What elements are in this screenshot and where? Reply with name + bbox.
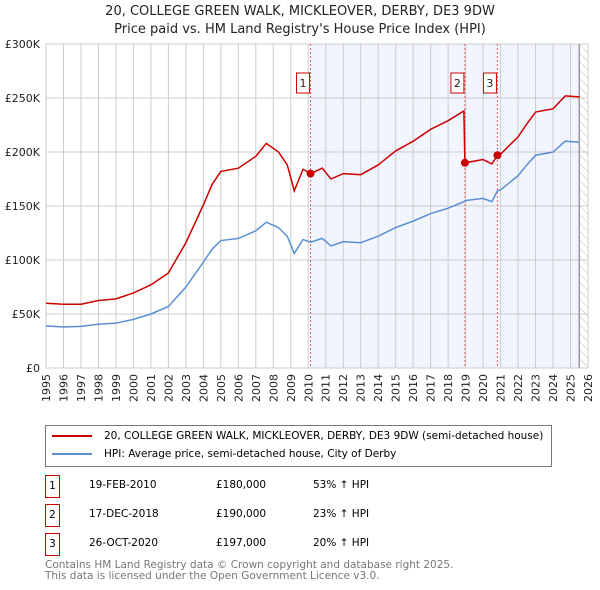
x-tick-label: 2011 (320, 374, 333, 402)
x-tick-label: 2003 (180, 374, 193, 402)
x-tick-label: 2002 (162, 374, 175, 402)
sale-marker-box (296, 72, 311, 94)
y-tick-label: £300K (5, 38, 41, 51)
y-tick-label: £0 (26, 362, 40, 375)
legend-label-property: 20, COLLEGE GREEN WALK, MICKLEOVER, DERB… (104, 430, 544, 442)
sale-price: £180,000 (216, 479, 267, 491)
sale-hpi: 20% ↑ HPI (313, 537, 370, 549)
x-tick-label: 2006 (232, 374, 245, 402)
sale-marker-label: 1 (45, 475, 60, 498)
x-tick-label: 2025 (565, 374, 578, 402)
x-tick-label: 2007 (250, 374, 263, 402)
sale-date: 17-DEC-2018 (89, 508, 159, 520)
sale-hpi: 23% ↑ HPI (313, 508, 370, 520)
x-tick-label: 1996 (57, 374, 70, 402)
x-tick-label: 2018 (442, 374, 455, 402)
x-tick-label: 1995 (40, 374, 53, 402)
sale-point (493, 151, 502, 160)
sale-marker-label: 3 (486, 77, 493, 90)
footer: Contains HM Land Registry data © Crown c… (45, 560, 453, 582)
legend-swatch-hpi (52, 453, 92, 455)
sale-marker-box (482, 72, 497, 94)
x-tick-label: 2019 (460, 374, 473, 402)
chart-subtitle: Price paid vs. HM Land Registry's House … (114, 22, 486, 37)
sale-marker-box (450, 72, 465, 94)
x-tick-label: 2015 (390, 374, 403, 402)
x-tick-label: 2023 (530, 374, 543, 402)
sale-marker-label: 2 (454, 77, 461, 90)
x-tick-label: 2005 (215, 374, 228, 402)
footer-line: This data is licensed under the Open Gov… (45, 570, 380, 582)
x-tick-label: 2021 (495, 374, 508, 402)
legend: 20, COLLEGE GREEN WALK, MICKLEOVER, DERB… (45, 425, 552, 467)
y-tick-label: £150K (5, 200, 41, 213)
sale-row: 1 19-FEB-2010 £180,000 53% ↑ HPI (45, 475, 445, 498)
x-tick-label: 2012 (337, 374, 350, 402)
sale-hpi: 53% ↑ HPI (313, 479, 370, 491)
hpi-line (45, 140, 580, 328)
sale-marker-label: 3 (45, 533, 60, 556)
legend-label-hpi: HPI: Average price, semi-detached house,… (104, 448, 397, 460)
sale-row: 3 26-OCT-2020 £197,000 20% ↑ HPI (45, 533, 445, 556)
sale-marker-label: 1 (300, 77, 307, 90)
x-tick-label: 2008 (267, 374, 280, 402)
legend-swatch-property (52, 435, 92, 437)
x-tick-label: 2009 (285, 374, 298, 402)
x-tick-label: 2000 (127, 374, 140, 402)
x-tick-label: 2016 (407, 374, 420, 402)
plot-area: 1995 1996 1997 1998 1999 2000 2001 2002 2003 2004… (5, 38, 595, 402)
x-tick-label: 2020 (477, 374, 490, 402)
x-tick-label: 2014 (372, 374, 385, 402)
x-tick-label: 2026 (582, 374, 595, 402)
x-tick-label: 1997 (75, 374, 88, 402)
x-tick-label: 2017 (425, 374, 438, 402)
x-tick-label: 1998 (92, 374, 105, 402)
y-tick-label: £200K (5, 146, 41, 159)
x-tick-label: 2010 (302, 374, 315, 402)
y-tick-label: £50K (12, 308, 41, 321)
sale-price: £197,000 (216, 537, 267, 549)
sale-point (460, 158, 469, 167)
y-tick-label: £250K (5, 92, 41, 105)
x-tick-label: 2013 (355, 374, 368, 402)
y-tick-label: £100K (5, 254, 41, 267)
x-tick-label: 2001 (145, 374, 158, 402)
sale-date: 19-FEB-2010 (89, 479, 157, 491)
x-tick-label: 1999 (110, 374, 123, 402)
sale-point (306, 169, 315, 178)
footer-line: Contains HM Land Registry data © Crown c… (45, 559, 454, 571)
sale-date: 26-OCT-2020 (89, 537, 158, 549)
sale-price: £190,000 (216, 508, 267, 520)
x-tick-label: 2022 (512, 374, 525, 402)
x-tick-label: 2024 (547, 374, 560, 402)
x-tick-label: 2004 (197, 374, 210, 402)
chart-title: 20, COLLEGE GREEN WALK, MICKLEOVER, DERB… (105, 4, 495, 19)
sale-marker-label: 2 (45, 504, 60, 527)
sale-row: 2 17-DEC-2018 £190,000 23% ↑ HPI (45, 504, 445, 527)
